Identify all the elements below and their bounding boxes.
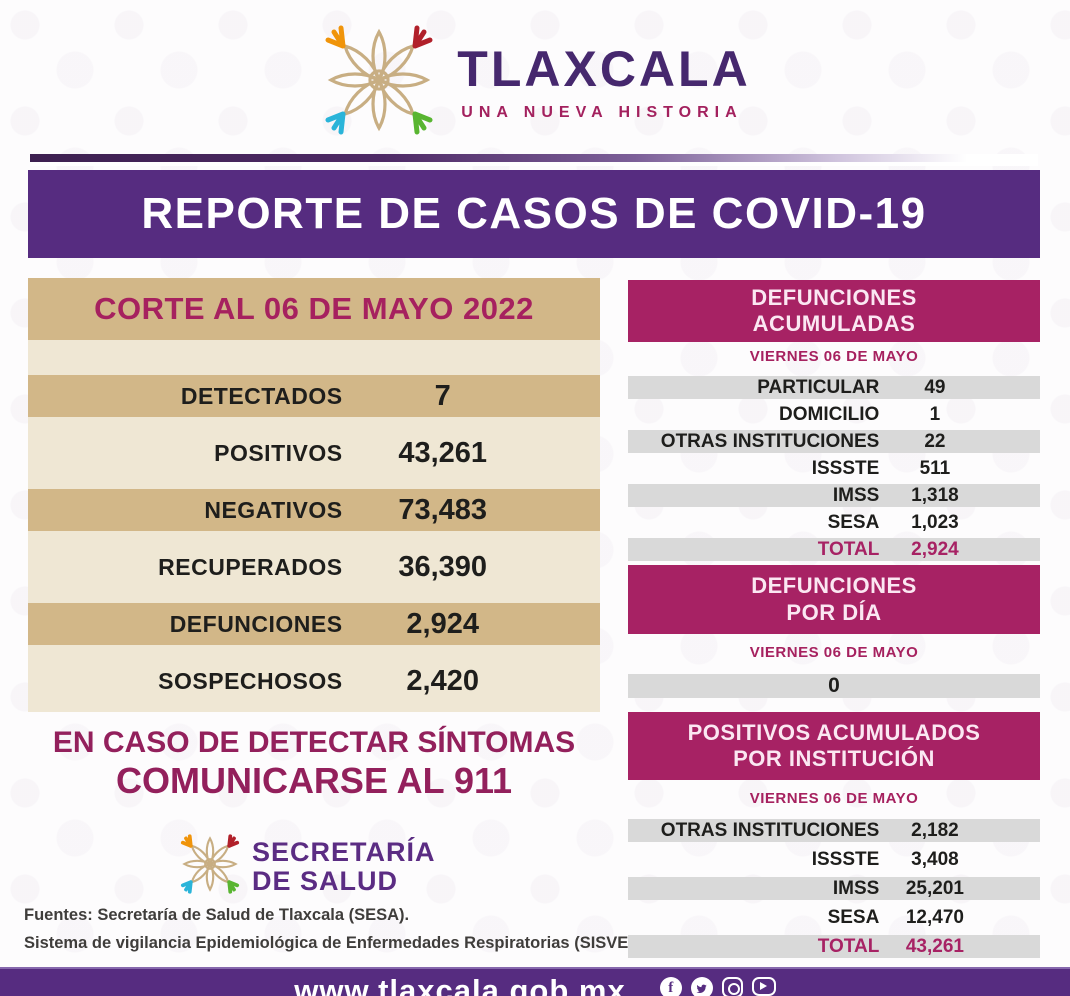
cutoff-date-header: CORTE AL 06 DE MAYO 2022 — [28, 278, 600, 340]
row-value: 25,201 — [905, 877, 964, 899]
table-row-total: TOTAL 2,924 — [628, 538, 1040, 561]
row-value: 1 — [929, 403, 941, 425]
section-title-line: POR DÍA — [786, 599, 882, 625]
row-value: 12,470 — [905, 906, 964, 928]
footer-bar: www.tlaxcala.gob.mx f — [0, 967, 1070, 996]
stat-value: 7 — [434, 379, 451, 412]
row-label: SESA — [827, 511, 880, 533]
row-label: IMSS — [832, 877, 880, 899]
table-row-total: TOTAL 43,261 — [628, 935, 1040, 958]
row-value: 1,318 — [911, 484, 959, 506]
deaths-per-day-value: 0 — [828, 674, 840, 697]
stat-value: 2,420 — [406, 664, 479, 697]
row-value: 2,924 — [911, 538, 959, 560]
row-label: ISSSTE — [811, 457, 880, 479]
table-row: SESA 1,023 — [628, 511, 1040, 534]
row-label: TOTAL — [817, 538, 880, 560]
section-title-line: POSITIVOS ACUMULADOS — [687, 719, 981, 745]
salud-logo-line1: SECRETARÍA — [252, 837, 436, 868]
stats-panel: CORTE AL 06 DE MAYO 2022 DETECTADOS 7 PO… — [28, 278, 600, 712]
section-title-line: DEFUNCIONES — [751, 284, 917, 310]
twitter-icon — [690, 977, 713, 996]
deaths-per-day-value-row: 0 — [628, 674, 1040, 698]
emergency-notice-line2: COMUNICARSE AL 911 — [115, 760, 513, 801]
sources: Fuentes: Secretaría de Salud de Tlaxcala… — [24, 906, 664, 962]
section-date: VIERNES 06 DE MAYO — [749, 790, 919, 807]
gradient-divider — [30, 154, 1038, 166]
row-label: OTRAS INSTITUCIONES — [660, 430, 880, 452]
row-label: PARTICULAR — [757, 376, 880, 398]
source-line: Sistema de vigilancia Epidemiológica de … — [24, 934, 651, 952]
table-row: DETECTADOS 7 — [28, 375, 600, 417]
right-panel: DEFUNCIONES ACUMULADAS VIERNES 06 DE MAY… — [628, 280, 1040, 962]
salud-logo-line2: DE SALUD — [252, 865, 399, 896]
stat-value: 73,483 — [398, 493, 488, 526]
table-row: IMSS 1,318 — [628, 484, 1040, 507]
tlaxcala-logo: TLAXCALA UNA NUEVA HISTORIA — [0, 20, 1070, 145]
emergency-notice-line1: EN CASO DE DETECTAR SÍNTOMAS — [52, 726, 576, 759]
stat-label: DEFUNCIONES — [169, 610, 343, 637]
stat-label: RECUPERADOS — [158, 553, 343, 580]
social-icons: f — [659, 975, 776, 996]
stat-label: SOSPECHOSOS — [158, 667, 343, 694]
row-label: OTRAS INSTITUCIONES — [660, 819, 880, 841]
cutoff-date-label: CORTE AL 06 DE MAYO 2022 — [94, 291, 534, 326]
page-title: REPORTE DE CASOS DE COVID-19 — [141, 189, 927, 238]
deaths-table: PARTICULAR 49 DOMICILIO 1 OTRAS INSTITUC… — [628, 376, 1040, 561]
row-value: 43,261 — [905, 935, 964, 957]
stat-label: DETECTADOS — [180, 382, 343, 409]
tlaxcala-flower-icon — [319, 20, 439, 145]
row-label: ISSSTE — [811, 848, 880, 870]
table-row: RECUPERADOS 36,390 — [28, 546, 600, 588]
youtube-icon — [751, 977, 776, 996]
table-row: ISSSTE 3,408 — [628, 848, 1040, 871]
section-date: VIERNES 06 DE MAYO — [749, 348, 919, 365]
stat-value: 2,924 — [406, 607, 479, 640]
table-row: POSITIVOS 43,261 — [28, 432, 600, 474]
table-row: IMSS 25,201 — [628, 877, 1040, 900]
tagline: UNA NUEVA HISTORIA — [461, 103, 743, 121]
section-date: VIERNES 06 DE MAYO — [749, 644, 919, 661]
salud-flower-icon — [178, 832, 242, 901]
row-label: TOTAL — [817, 935, 880, 957]
positives-table: OTRAS INSTITUCIONES 2,182 ISSSTE 3,408 I… — [628, 819, 1040, 958]
table-row: NEGATIVOS 73,483 — [28, 489, 600, 531]
row-label: DOMICILIO — [779, 403, 880, 425]
table-row: ISSSTE 511 — [628, 457, 1040, 480]
salud-logo: SECRETARÍA DE SALUD — [178, 832, 436, 901]
stat-value: 43,261 — [398, 436, 488, 469]
website-url: www.tlaxcala.gob.mx — [294, 973, 626, 996]
table-row: DEFUNCIONES 2,924 — [28, 603, 600, 645]
row-value: 1,023 — [911, 511, 959, 533]
section-header-defunciones-por-dia: DEFUNCIONES POR DÍA — [628, 565, 1040, 634]
wordmark-tlaxcala: TLAXCALA — [457, 40, 751, 97]
section-header-defunciones-acumuladas: DEFUNCIONES ACUMULADAS — [628, 280, 1040, 342]
row-label: IMSS — [832, 484, 880, 506]
stat-label: NEGATIVOS — [204, 496, 343, 523]
stat-value: 36,390 — [398, 550, 488, 583]
row-value: 3,408 — [911, 848, 959, 870]
row-value: 22 — [924, 430, 946, 452]
table-row: PARTICULAR 49 — [628, 376, 1040, 399]
stat-label: POSITIVOS — [214, 439, 343, 466]
table-row: DOMICILIO 1 — [628, 403, 1040, 426]
facebook-icon: f — [659, 977, 682, 996]
section-title-line: DEFUNCIONES — [751, 573, 917, 599]
footer-content: www.tlaxcala.gob.mx f — [0, 969, 1070, 996]
section-title-line: ACUMULADAS — [752, 311, 916, 336]
row-value: 49 — [924, 376, 946, 398]
instagram-icon — [721, 977, 743, 996]
section-title-line: POR INSTITUCIÓN — [733, 746, 935, 771]
table-row: SOSPECHOSOS 2,420 — [28, 660, 600, 702]
table-row: OTRAS INSTITUCIONES 22 — [628, 430, 1040, 453]
row-value: 2,182 — [911, 819, 959, 841]
table-row: SESA 12,470 — [628, 906, 1040, 929]
source-line: Fuentes: Secretaría de Salud de Tlaxcala… — [24, 906, 410, 924]
table-row: OTRAS INSTITUCIONES 2,182 — [628, 819, 1040, 842]
section-header-positivos-acumulados: POSITIVOS ACUMULADOS POR INSTITUCIÓN — [628, 712, 1040, 780]
row-value: 511 — [919, 457, 951, 479]
row-label: SESA — [827, 906, 880, 928]
report-banner: REPORTE DE CASOS DE COVID-19 — [28, 170, 1040, 258]
